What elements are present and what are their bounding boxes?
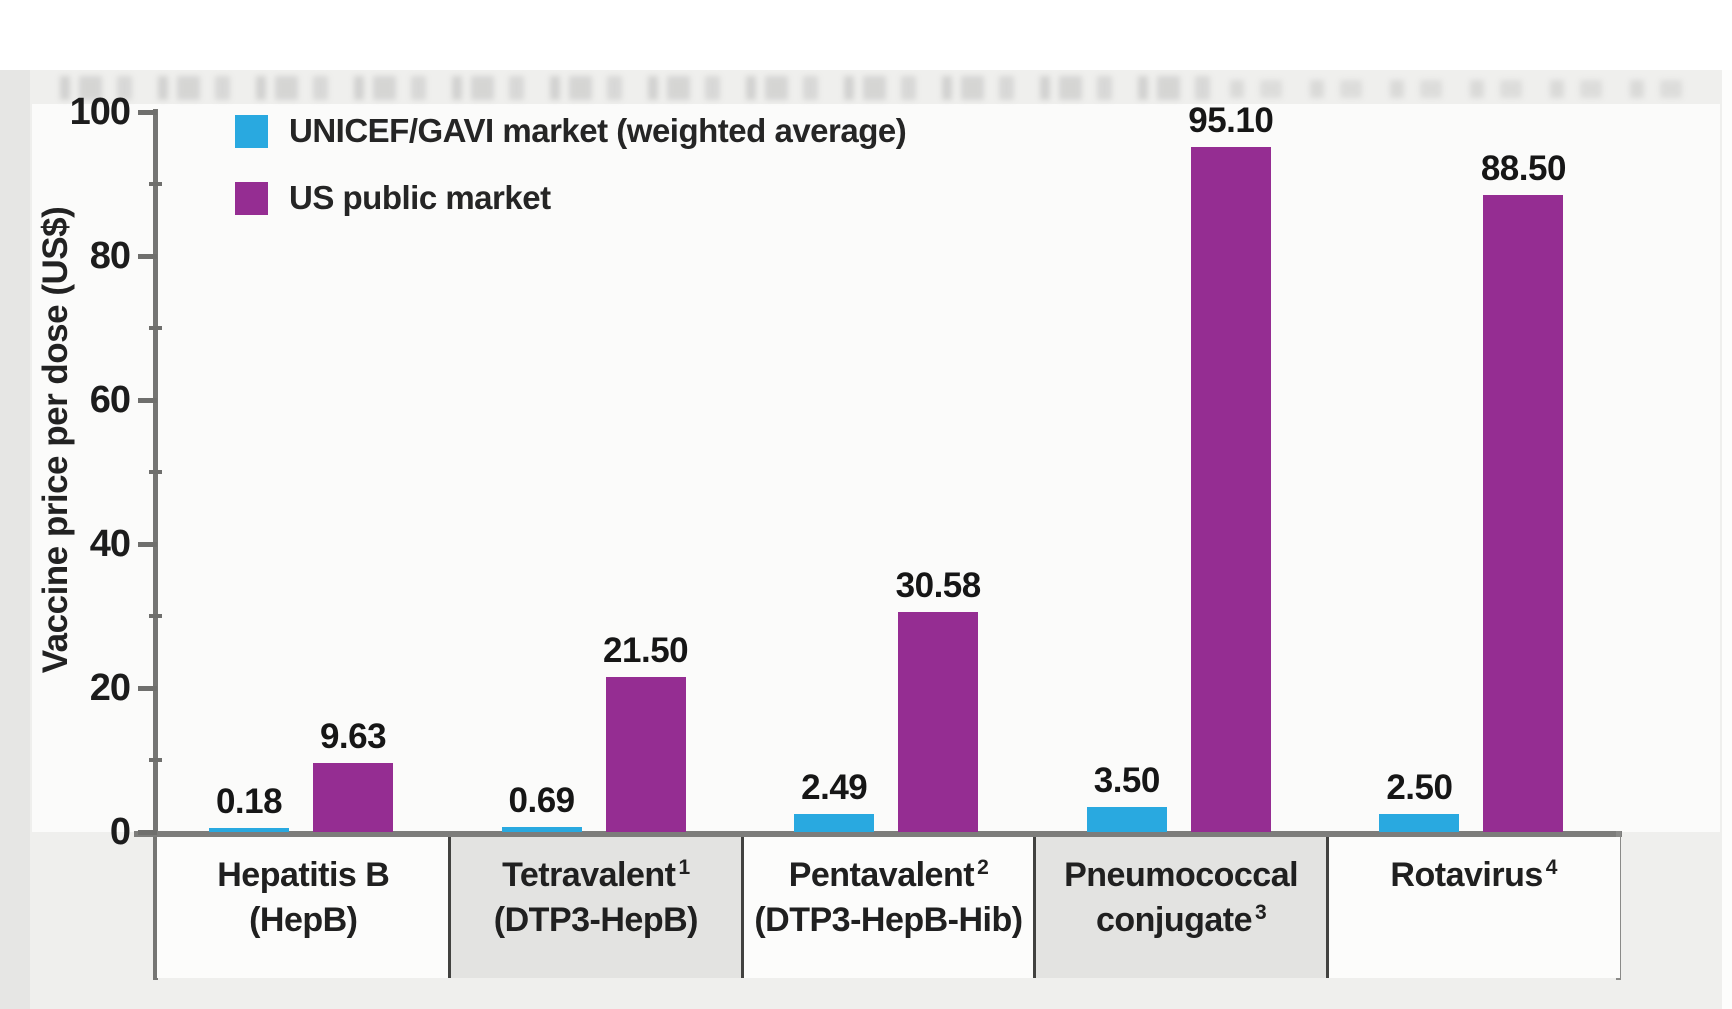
bar-unicef-gavi [501, 827, 582, 832]
y-minor-tick-mark [149, 758, 162, 762]
category-cell: Hepatitis B (HepB) [157, 837, 450, 978]
category-divider [448, 837, 452, 978]
bar-us-public [898, 612, 979, 832]
category-label-line: Pentavalent 2 [788, 855, 989, 894]
y-major-tick-mark [138, 685, 157, 691]
bar-value-label: 30.58 [895, 566, 982, 605]
y-major-tick-mark [138, 397, 157, 403]
footnote-superscript: 4 [1545, 855, 1558, 879]
category-label-line: Tetravalent 1 [502, 855, 690, 894]
category-divider [740, 837, 744, 978]
y-minor-tick-mark [149, 470, 162, 474]
category-label-line: (HepB) [249, 901, 358, 939]
y-major-tick-mark [138, 829, 157, 835]
bar-value-label: 88.50 [1480, 149, 1567, 188]
bar-value-label: 2.49 [801, 768, 868, 807]
bar-value-label: 95.10 [1188, 101, 1274, 140]
category-divider [1033, 837, 1037, 978]
bar-us-public [1483, 195, 1564, 832]
bar-value-label: 9.63 [319, 717, 387, 756]
category-cell: Tetravalent 1 (DTP3-HepB) [449, 837, 743, 978]
category-cell: Pneumococcal conjugate 3 [1034, 837, 1328, 978]
legend-label-us-public: US public market [289, 179, 551, 216]
legend-swatch-unicef-gavi [235, 114, 268, 148]
category-divider [1325, 837, 1329, 978]
legend-swatch-us-public [235, 181, 268, 215]
bar-unicef-gavi [794, 814, 875, 832]
legend-item-unicef-gavi: UNICEF/GAVI market (weighted average) [235, 112, 907, 150]
y-tick-label: 20 [89, 667, 131, 709]
bar-unicef-gavi [1086, 807, 1167, 832]
bar-us-public [313, 763, 393, 832]
y-minor-tick-mark [149, 326, 162, 330]
footnote-superscript: 3 [1255, 900, 1267, 924]
bar-us-public [1190, 147, 1271, 832]
y-tick-label: 60 [89, 379, 131, 421]
bar-value-label: 3.50 [1093, 761, 1161, 800]
category-label-line: Hepatitis B [217, 856, 390, 894]
y-tick-label: 0 [109, 811, 131, 853]
bar-value-label: 0.69 [508, 781, 576, 820]
footnote-superscript: 1 [678, 855, 690, 879]
category-label-line: Pneumococcal [1064, 856, 1299, 894]
x-axis-line [134, 831, 1622, 837]
y-major-tick-mark [138, 253, 157, 259]
category-label-line: (DTP3-HepB) [493, 901, 699, 939]
y-minor-tick-mark [149, 182, 162, 186]
footnote-superscript: 2 [977, 855, 989, 879]
legend-item-us-public: US public market [235, 179, 906, 217]
y-tick-label: 80 [89, 235, 131, 277]
y-major-tick-mark [138, 109, 157, 115]
category-cell: Pentavalent 2 (DTP3-HepB-Hib) [742, 837, 1035, 978]
y-minor-tick-mark [149, 614, 162, 618]
bar-value-label: 21.50 [603, 631, 689, 670]
category-cell: Rotavirus 4 [1327, 837, 1620, 978]
category-label-line: (DTP3-HepB-Hib) [754, 901, 1023, 939]
category-label-line: conjugate 3 [1095, 900, 1267, 939]
right-margin-strip [1722, 70, 1732, 1009]
plot-area [32, 104, 1720, 832]
category-label-line: Rotavirus 4 [1390, 855, 1558, 894]
bar-unicef-gavi [209, 828, 289, 832]
left-margin-strip [0, 70, 30, 1009]
y-tick-label: 100 [69, 91, 131, 133]
y-tick-label: 40 [89, 523, 131, 565]
bar-value-label: 0.18 [215, 782, 283, 821]
bar-value-label: 2.50 [1386, 768, 1453, 807]
legend: UNICEF/GAVI market (weighted average) US… [235, 112, 907, 217]
bar-unicef-gavi [1379, 814, 1460, 832]
legend-label-unicef-gavi: UNICEF/GAVI market (weighted average) [289, 112, 907, 149]
y-major-tick-mark [138, 541, 157, 547]
bar-us-public [605, 677, 686, 832]
